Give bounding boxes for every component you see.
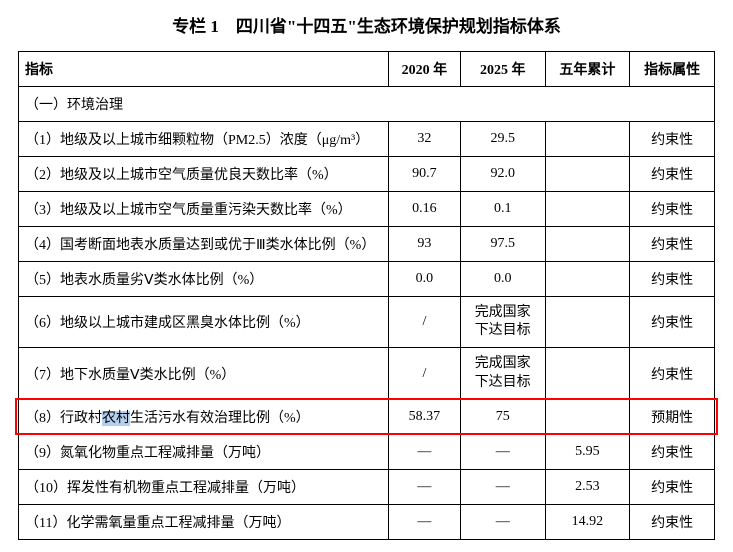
header-2020: 2020 年 — [389, 52, 461, 87]
cell-attribute: 约束性 — [630, 227, 715, 262]
cell-cumulative — [545, 192, 630, 227]
cell-cumulative — [545, 262, 630, 297]
cell-indicator: （6）地级以上城市建成区黑臭水体比例（%） — [19, 297, 389, 348]
header-2025: 2025 年 — [460, 52, 545, 87]
cell-cumulative: 14.92 — [545, 504, 630, 539]
table-row: （2）地级及以上城市空气质量优良天数比率（%）90.792.0 约束性 — [19, 157, 715, 192]
cell-2025: 0.0 — [460, 262, 545, 297]
cell-2025: — — [460, 504, 545, 539]
cell-cumulative — [545, 399, 630, 434]
cell-indicator: （2）地级及以上城市空气质量优良天数比率（%） — [19, 157, 389, 192]
cell-2020: — — [389, 434, 461, 469]
cell-2025: — — [460, 434, 545, 469]
cell-2020: 0.0 — [389, 262, 461, 297]
cell-indicator: （8）行政村农村生活污水有效治理比例（%） — [19, 399, 389, 434]
cell-cumulative — [545, 297, 630, 348]
header-cumulative: 五年累计 — [545, 52, 630, 87]
cell-2025: 92.0 — [460, 157, 545, 192]
header-indicator: 指标 — [19, 52, 389, 87]
cell-attribute: 约束性 — [630, 262, 715, 297]
cell-2020: 32 — [389, 122, 461, 157]
table-row: （8）行政村农村生活污水有效治理比例（%）58.3775 预期性 — [19, 399, 715, 434]
table-title: 专栏 1 四川省"十四五"生态环境保护规划指标体系 — [18, 12, 715, 37]
table-header-row: 指标 2020 年 2025 年 五年累计 指标属性 — [19, 52, 715, 87]
cell-2025: — — [460, 469, 545, 504]
cell-2025: 完成国家 下达目标 — [460, 348, 545, 399]
cell-2020: — — [389, 469, 461, 504]
table-row: （7）地下水质量Ⅴ类水比例（%）/完成国家 下达目标 约束性 — [19, 348, 715, 399]
table-row: （6）地级以上城市建成区黑臭水体比例（%）/完成国家 下达目标 约束性 — [19, 297, 715, 348]
table-row: （11）化学需氧量重点工程减排量（万吨）——14.92约束性 — [19, 504, 715, 539]
cell-cumulative — [545, 157, 630, 192]
table-body: （一）环境治理 （1）地级及以上城市细颗粒物（PM2.5）浓度（μg/m³）32… — [19, 87, 715, 540]
cell-2025: 完成国家 下达目标 — [460, 297, 545, 348]
table-row: （10）挥发性有机物重点工程减排量（万吨）——2.53约束性 — [19, 469, 715, 504]
cell-2020: / — [389, 297, 461, 348]
cell-2025: 75 — [460, 399, 545, 434]
header-attribute: 指标属性 — [630, 52, 715, 87]
cell-2020: 90.7 — [389, 157, 461, 192]
cell-indicator: （3）地级及以上城市空气质量重污染天数比率（%） — [19, 192, 389, 227]
cell-attribute: 约束性 — [630, 434, 715, 469]
cell-indicator: （11）化学需氧量重点工程减排量（万吨） — [19, 504, 389, 539]
cell-cumulative: 5.95 — [545, 434, 630, 469]
cell-indicator: （9）氮氧化物重点工程减排量（万吨） — [19, 434, 389, 469]
cell-indicator: （1）地级及以上城市细颗粒物（PM2.5）浓度（μg/m³） — [19, 122, 389, 157]
cell-attribute: 约束性 — [630, 157, 715, 192]
cell-2020: 93 — [389, 227, 461, 262]
table-row: （5）地表水质量劣Ⅴ类水体比例（%）0.00.0约束性 — [19, 262, 715, 297]
cell-attribute: 约束性 — [630, 469, 715, 504]
table-wrapper: 指标 2020 年 2025 年 五年累计 指标属性 （一）环境治理 （1）地级… — [18, 51, 715, 540]
cell-2020: / — [389, 348, 461, 399]
section-env-governance: （一）环境治理 — [19, 87, 715, 122]
cell-2020: — — [389, 504, 461, 539]
table-row: （3）地级及以上城市空气质量重污染天数比率（%）0.160.1 约束性 — [19, 192, 715, 227]
cell-attribute: 预期性 — [630, 399, 715, 434]
cell-indicator: （10）挥发性有机物重点工程减排量（万吨） — [19, 469, 389, 504]
table-row: （9）氮氧化物重点工程减排量（万吨）——5.95约束性 — [19, 434, 715, 469]
cell-cumulative — [545, 348, 630, 399]
cell-cumulative — [545, 122, 630, 157]
cell-2025: 29.5 — [460, 122, 545, 157]
indicators-table: 指标 2020 年 2025 年 五年累计 指标属性 （一）环境治理 （1）地级… — [18, 51, 715, 540]
cell-2020: 0.16 — [389, 192, 461, 227]
cell-attribute: 约束性 — [630, 122, 715, 157]
cell-cumulative — [545, 227, 630, 262]
section-row: （一）环境治理 — [19, 87, 715, 122]
cell-2020: 58.37 — [389, 399, 461, 434]
cell-2025: 0.1 — [460, 192, 545, 227]
cell-attribute: 约束性 — [630, 504, 715, 539]
cell-indicator: （7）地下水质量Ⅴ类水比例（%） — [19, 348, 389, 399]
cell-attribute: 约束性 — [630, 297, 715, 348]
cell-indicator: （5）地表水质量劣Ⅴ类水体比例（%） — [19, 262, 389, 297]
cell-cumulative: 2.53 — [545, 469, 630, 504]
text-selection-highlight: 农村 — [102, 411, 130, 426]
table-row: （1）地级及以上城市细颗粒物（PM2.5）浓度（μg/m³）3229.5 约束性 — [19, 122, 715, 157]
cell-2025: 97.5 — [460, 227, 545, 262]
cell-attribute: 约束性 — [630, 192, 715, 227]
cell-attribute: 约束性 — [630, 348, 715, 399]
table-row: （4）国考断面地表水质量达到或优于Ⅲ类水体比例（%）9397.5 约束性 — [19, 227, 715, 262]
cell-indicator: （4）国考断面地表水质量达到或优于Ⅲ类水体比例（%） — [19, 227, 389, 262]
